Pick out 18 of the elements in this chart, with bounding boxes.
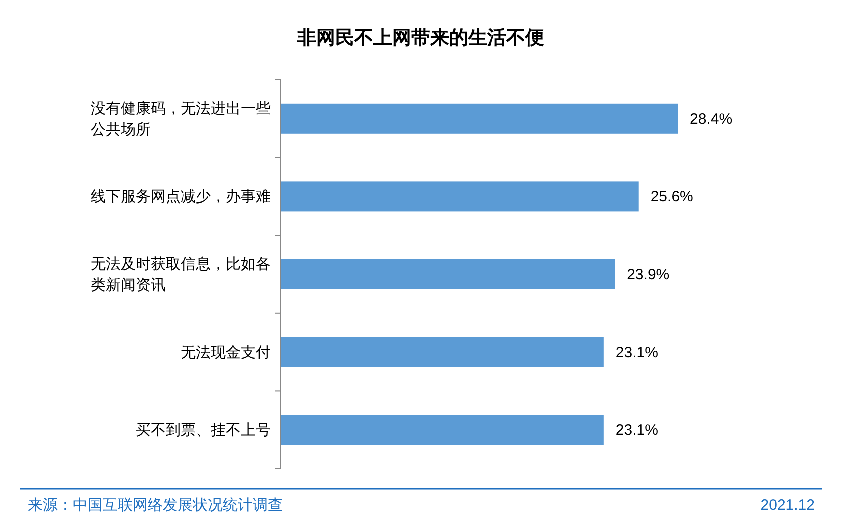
- source-note: 来源：中国互联网络发展状况统计调查: [28, 497, 283, 514]
- data-label: 23.1%: [616, 422, 658, 440]
- y-tick-label: 无法现金支付: [181, 344, 271, 362]
- y-tick-label: 买不到票、挂不上号: [136, 422, 271, 440]
- bar: [281, 104, 678, 134]
- data-label: 25.6%: [650, 188, 694, 206]
- bar: [281, 182, 639, 212]
- y-tick-label: 无法及时获取信息，比如各类新闻资讯: [91, 256, 271, 294]
- text: 2021.12: [760, 497, 815, 514]
- bar: [281, 415, 604, 446]
- y-tick-label: 没有健康码，无法进出一些公共场所: [91, 100, 271, 138]
- data-label: 23.1%: [616, 344, 658, 362]
- data-label: 28.4%: [690, 110, 733, 128]
- bar: [281, 260, 616, 290]
- bar: [281, 337, 604, 368]
- y-tick-label: 线下服务网点减少，办事难: [91, 188, 271, 206]
- data-label: 23.9%: [627, 266, 670, 284]
- chart-title: 非网民不上网带来的生活不便: [296, 27, 544, 49]
